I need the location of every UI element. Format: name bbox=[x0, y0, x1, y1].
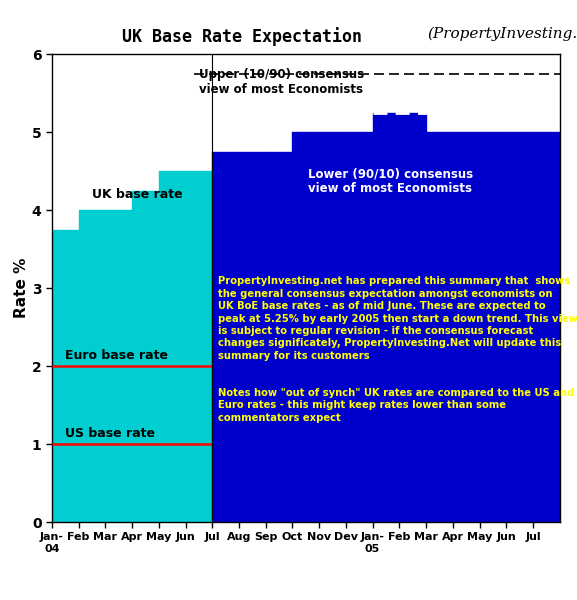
Text: Lower (90/10) consensus
view of most Economists: Lower (90/10) consensus view of most Eco… bbox=[309, 167, 474, 195]
Text: Euro base rate: Euro base rate bbox=[65, 349, 168, 362]
Text: Notes how "out of synch" UK rates are compared to the US and
Euro rates - this m: Notes how "out of synch" UK rates are co… bbox=[218, 388, 574, 422]
Text: UK Base Rate Expectation: UK Base Rate Expectation bbox=[122, 27, 362, 46]
Text: PropertyInvesting.net has prepared this summary that  shows
the general consensu: PropertyInvesting.net has prepared this … bbox=[218, 276, 577, 361]
Text: US base rate: US base rate bbox=[65, 427, 155, 440]
Text: UK base rate: UK base rate bbox=[92, 188, 183, 200]
Y-axis label: Rate %: Rate % bbox=[14, 258, 29, 318]
Text: (PropertyInvesting.Net): (PropertyInvesting.Net) bbox=[427, 27, 577, 41]
Text: Upper (10/90) consensus
view of most Economists: Upper (10/90) consensus view of most Eco… bbox=[199, 68, 364, 96]
